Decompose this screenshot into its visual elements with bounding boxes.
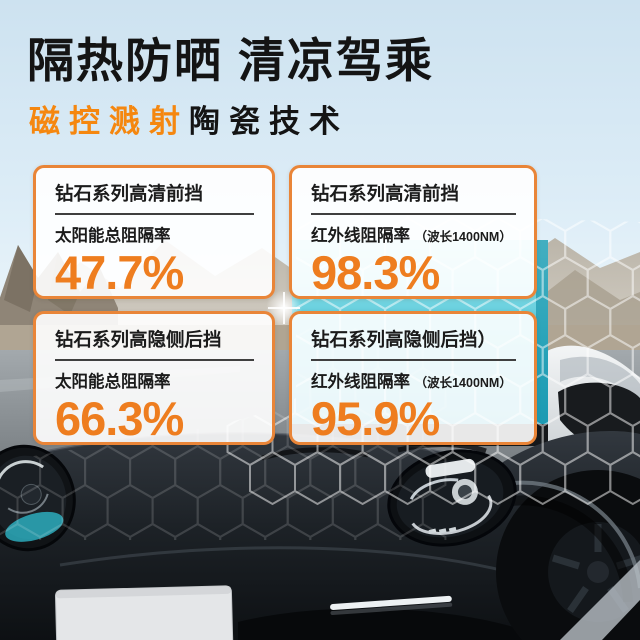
subtitle-highlight: 磁控溅射 [29,103,189,139]
card-title: 钻石系列高隐侧后挡） [311,324,516,361]
front-wheel [494,470,640,640]
card-metric: 红外线阻隔率 （波长1400NM） [311,222,516,246]
drl-strip [330,595,453,616]
card-title: 钻石系列高隐侧后挡 [55,324,254,361]
card-metric: 太阳能总阻隔率 [55,222,254,246]
license-plate [54,585,234,640]
spec-cards: 钻石系列高清前挡 太阳能总阻隔率 47.7% 钻石系列高清前挡 红外线阻隔率 （… [33,165,537,445]
metric-label: 太阳能总阻隔率 [55,373,171,391]
subtitle-rest: 陶瓷技术 [189,103,349,139]
headline-block: 隔热防晒 清凉驾乘 磁控溅射陶瓷技术 [27,34,435,141]
page-subtitle: 磁控溅射陶瓷技术 [29,96,434,141]
metric-value: 66.3% [55,392,184,445]
metric-value: 95.9% [311,392,440,445]
right-headlight-icon [387,449,517,547]
metric-note: （波长1400NM） [414,230,512,244]
spec-card-front-solar: 钻石系列高清前挡 太阳能总阻隔率 47.7% [33,165,275,299]
card-metric: 太阳能总阻隔率 [55,368,254,392]
metric-label: 红外线阻隔率 [311,373,410,391]
metric-value: 98.3% [311,246,440,299]
card-title: 钻石系列高清前挡 [311,178,516,215]
metric-value: 47.7% [55,246,184,299]
page-title: 隔热防晒 清凉驾乘 [27,34,435,87]
spec-card-side-ir: 钻石系列高隐侧后挡） 红外线阻隔率 （波长1400NM） 95.9% [289,311,537,445]
left-headlight-icon [0,444,76,552]
spec-card-front-ir: 钻石系列高清前挡 红外线阻隔率 （波长1400NM） 98.3% [289,165,537,299]
card-metric: 红外线阻隔率 （波长1400NM） [311,368,516,392]
metric-label: 红外线阻隔率 [311,227,410,245]
metric-note: （波长1400NM） [414,376,512,390]
spec-card-side-solar: 钻石系列高隐侧后挡 太阳能总阻隔率 66.3% [33,311,275,445]
metric-label: 太阳能总阻隔率 [55,227,171,245]
card-title: 钻石系列高清前挡 [55,178,254,215]
